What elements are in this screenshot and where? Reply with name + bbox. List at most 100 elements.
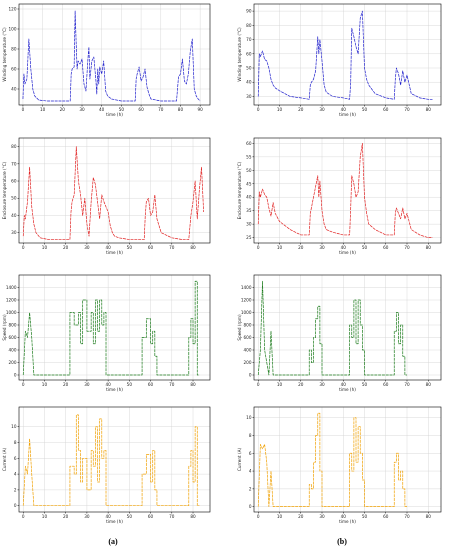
x-tick-label: 10 [42,382,48,387]
x-tick-label: 40 [99,107,105,112]
x-tick-label: 40 [341,514,347,519]
y-tick-label: 30 [246,94,252,99]
y-tick-label: 600 [244,335,252,340]
x-tick-label: 0 [22,382,25,387]
y-tick-label: 1000 [6,310,17,315]
y-axis-label: Enclosure temperature (°C) [237,161,242,219]
x-tick-label: 60 [383,107,389,112]
x-tick-label: 50 [127,514,133,519]
x-tick-label: 50 [362,107,368,112]
x-tick-label: 0 [257,107,260,112]
y-tick-label: 800 [9,323,17,328]
y-tick-label: 0 [249,504,252,509]
y-tick-label: 10 [246,415,252,420]
y-tick-label: 0 [14,373,17,378]
y-tick-label: 2 [14,487,17,492]
y-tick-label: 80 [11,144,17,149]
x-tick-label: 70 [169,245,175,250]
x-axis-label: time (h) [339,387,356,392]
y-tick-label: 30 [246,222,252,227]
y-axis-label: Speed (rpm) [237,314,242,341]
x-tick-label: 80 [178,107,184,112]
panel-label-b: (b) [337,537,347,546]
y-tick-label: 40 [246,80,252,85]
x-tick-label: 30 [319,382,325,387]
x-tick-label: 60 [148,514,154,519]
x-tick-label: 20 [298,107,304,112]
x-tick-label: 30 [79,107,85,112]
y-tick-label: 1000 [241,310,252,315]
y-tick-label: 1200 [6,298,17,303]
x-tick-label: 10 [42,245,48,250]
y-tick-label: 60 [11,67,17,72]
chart-b3: 0 10 20 30 40 50 60 70 8002004006008001000120014… [237,274,442,392]
x-tick-label: 60 [383,514,389,519]
x-tick-label: 40 [105,382,111,387]
chart-b1: 0 10 20 30 40 50 60 70 80 30 40 50 60 70 80 90 time (h) W… [237,3,442,117]
y-tick-label: 200 [9,360,17,365]
x-tick-label: 70 [404,382,410,387]
x-tick-label: 10 [277,382,283,387]
x-tick-label: 20 [63,514,69,519]
y-tick-label: 400 [244,348,252,353]
x-tick-label: 80 [190,514,196,519]
x-tick-label: 30 [319,107,325,112]
y-tick-label: 6 [249,451,252,456]
x-tick-label: 70 [404,245,410,250]
x-tick-label: 10 [277,514,283,519]
y-tick-label: 0 [249,373,252,378]
x-axis-label: time (h) [106,250,123,255]
x-tick-label: 20 [63,245,69,250]
y-axis-label: Winding temperature (°C) [237,27,242,82]
y-tick-label: 50 [246,66,252,71]
x-tick-label: 0 [257,245,260,250]
y-tick-label: 2 [249,486,252,491]
y-tick-label: 40 [11,87,17,92]
x-tick-label: 70 [404,514,410,519]
plot-frame [18,406,211,513]
x-tick-label: 0 [257,382,260,387]
series-line [257,412,407,508]
plot-frame [253,406,442,513]
y-tick-label: 0 [14,503,17,508]
y-tick-label: 90 [246,9,252,14]
plot-frame [18,137,211,244]
x-axis-label: time (h) [106,387,123,392]
x-tick-label: 0 [22,107,25,112]
x-tick-label: 80 [426,514,432,519]
x-tick-label: 0 [22,514,25,519]
y-tick-label: 50 [11,196,17,201]
y-tick-label: 8 [14,440,17,445]
x-tick-label: 20 [60,107,66,112]
plot-frame [253,274,442,381]
series-line [22,414,200,507]
x-tick-label: 60 [383,245,389,250]
x-tick-label: 30 [319,245,325,250]
x-tick-label: 70 [158,107,164,112]
y-tick-label: 40 [11,213,17,218]
series-line [257,143,433,238]
x-tick-label: 80 [426,382,432,387]
y-tick-label: 600 [9,335,17,340]
x-tick-label: 30 [84,245,90,250]
x-tick-label: 30 [84,382,90,387]
x-axis-label: time (h) [339,112,356,117]
y-tick-label: 80 [246,23,252,28]
x-tick-label: 60 [383,382,389,387]
y-tick-label: 10 [11,424,17,429]
chart-a2: 0 10 20 30 40 50 60 70 80 30 40 50 60 70 80 time (h) Enc… [2,137,211,255]
y-tick-label: 200 [244,360,252,365]
y-axis-label: Winding temperature (°C) [2,27,7,82]
series-line [257,280,407,376]
x-axis-label: time (h) [106,519,123,524]
x-tick-label: 70 [169,514,175,519]
x-tick-label: 0 [22,245,25,250]
y-tick-label: 40 [246,195,252,200]
y-tick-label: 60 [246,141,252,146]
x-tick-label: 50 [362,514,368,519]
x-tick-label: 20 [298,245,304,250]
y-tick-label: 100 [9,27,17,32]
y-tick-label: 60 [11,179,17,184]
x-axis-label: time (h) [339,519,356,524]
